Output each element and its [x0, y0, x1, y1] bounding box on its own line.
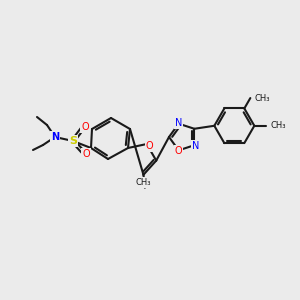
Text: N: N	[192, 141, 199, 151]
Text: O: O	[82, 149, 90, 159]
Text: CH₃: CH₃	[135, 178, 151, 187]
Text: CH₃: CH₃	[254, 94, 270, 103]
Text: O: O	[146, 141, 154, 151]
Text: O: O	[81, 122, 89, 132]
Text: O: O	[175, 146, 182, 156]
Text: S: S	[69, 136, 77, 146]
Text: N: N	[51, 132, 59, 142]
Text: N: N	[175, 118, 182, 128]
Text: CH₃: CH₃	[270, 121, 286, 130]
